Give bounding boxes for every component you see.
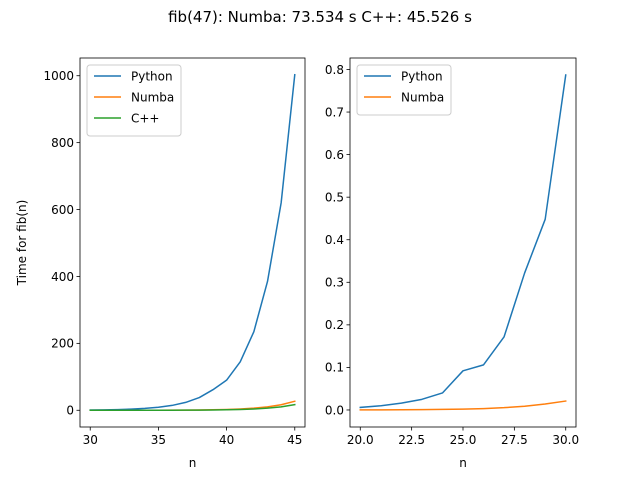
- left-y-tick-label: 600: [51, 203, 74, 217]
- left-x-axis-label: n: [189, 456, 197, 470]
- left-x-tick-label: 40: [219, 433, 234, 447]
- right-x-tick-label: 27.5: [501, 433, 528, 447]
- left-y-tick-label: 0: [66, 404, 74, 418]
- left-series-line-python: [89, 73, 296, 411]
- right-y-tick-label: 0.4: [325, 233, 344, 247]
- left-y-tick-label: 800: [51, 136, 74, 150]
- left-x-tick-label: 35: [151, 433, 166, 447]
- right-y-tick-label: 0.2: [325, 318, 344, 332]
- left-axes-frame: [79, 57, 306, 428]
- right-plot: 20.0 22.5 25.0 27.5 30.0 0.0 0.1 0.2 0.3 0.4 0.5 0.…: [325, 57, 579, 470]
- right-series-line-numba: [359, 400, 567, 411]
- right-y-tick-label: 0.8: [325, 63, 344, 77]
- right-x-axis-label: n: [459, 456, 467, 470]
- right-y-tick-label: 0.0: [325, 403, 344, 417]
- right-x-tick-label: 30.0: [552, 433, 579, 447]
- right-series-line-python: [359, 74, 567, 409]
- left-legend-label: Python: [131, 69, 173, 83]
- right-y-tick-label: 0.7: [325, 105, 344, 119]
- left-y-tick-label: 1000: [43, 69, 74, 83]
- left-x-tick-label: 30: [83, 433, 98, 447]
- right-legend-box: [356, 64, 452, 116]
- left-legend-label: Numba: [131, 90, 174, 104]
- right-y-tick-label: 0.3: [325, 276, 344, 290]
- right-x-tick-label: 20.0: [347, 433, 374, 447]
- right-x-tick-label: 22.5: [398, 433, 425, 447]
- right-legend-label: Python: [401, 69, 443, 83]
- left-plot: 30 35 40 45 0 200 400 600 800 1000 n Time for fib(n…: [15, 57, 306, 470]
- left-y-tick-label: 200: [51, 337, 74, 351]
- right-legend: Python Numba: [356, 64, 452, 116]
- left-legend: Python Numba C++: [86, 64, 182, 137]
- right-x-tick-label: 25.0: [450, 433, 477, 447]
- left-y-tick-label: 400: [51, 270, 74, 284]
- left-x-tick-label: 45: [287, 433, 302, 447]
- right-legend-label: Numba: [401, 90, 444, 104]
- left-series-line-cpp: [89, 403, 296, 412]
- right-y-tick-label: 0.1: [325, 361, 344, 375]
- right-y-tick-label: 0.5: [325, 190, 344, 204]
- left-y-axis-label: Time for fib(n): [15, 200, 29, 287]
- right-y-tick-label: 0.6: [325, 148, 344, 162]
- figure-title: fib(47): Numba: 73.534 s C++: 45.526 s: [168, 8, 472, 26]
- left-legend-label: C++: [131, 111, 160, 125]
